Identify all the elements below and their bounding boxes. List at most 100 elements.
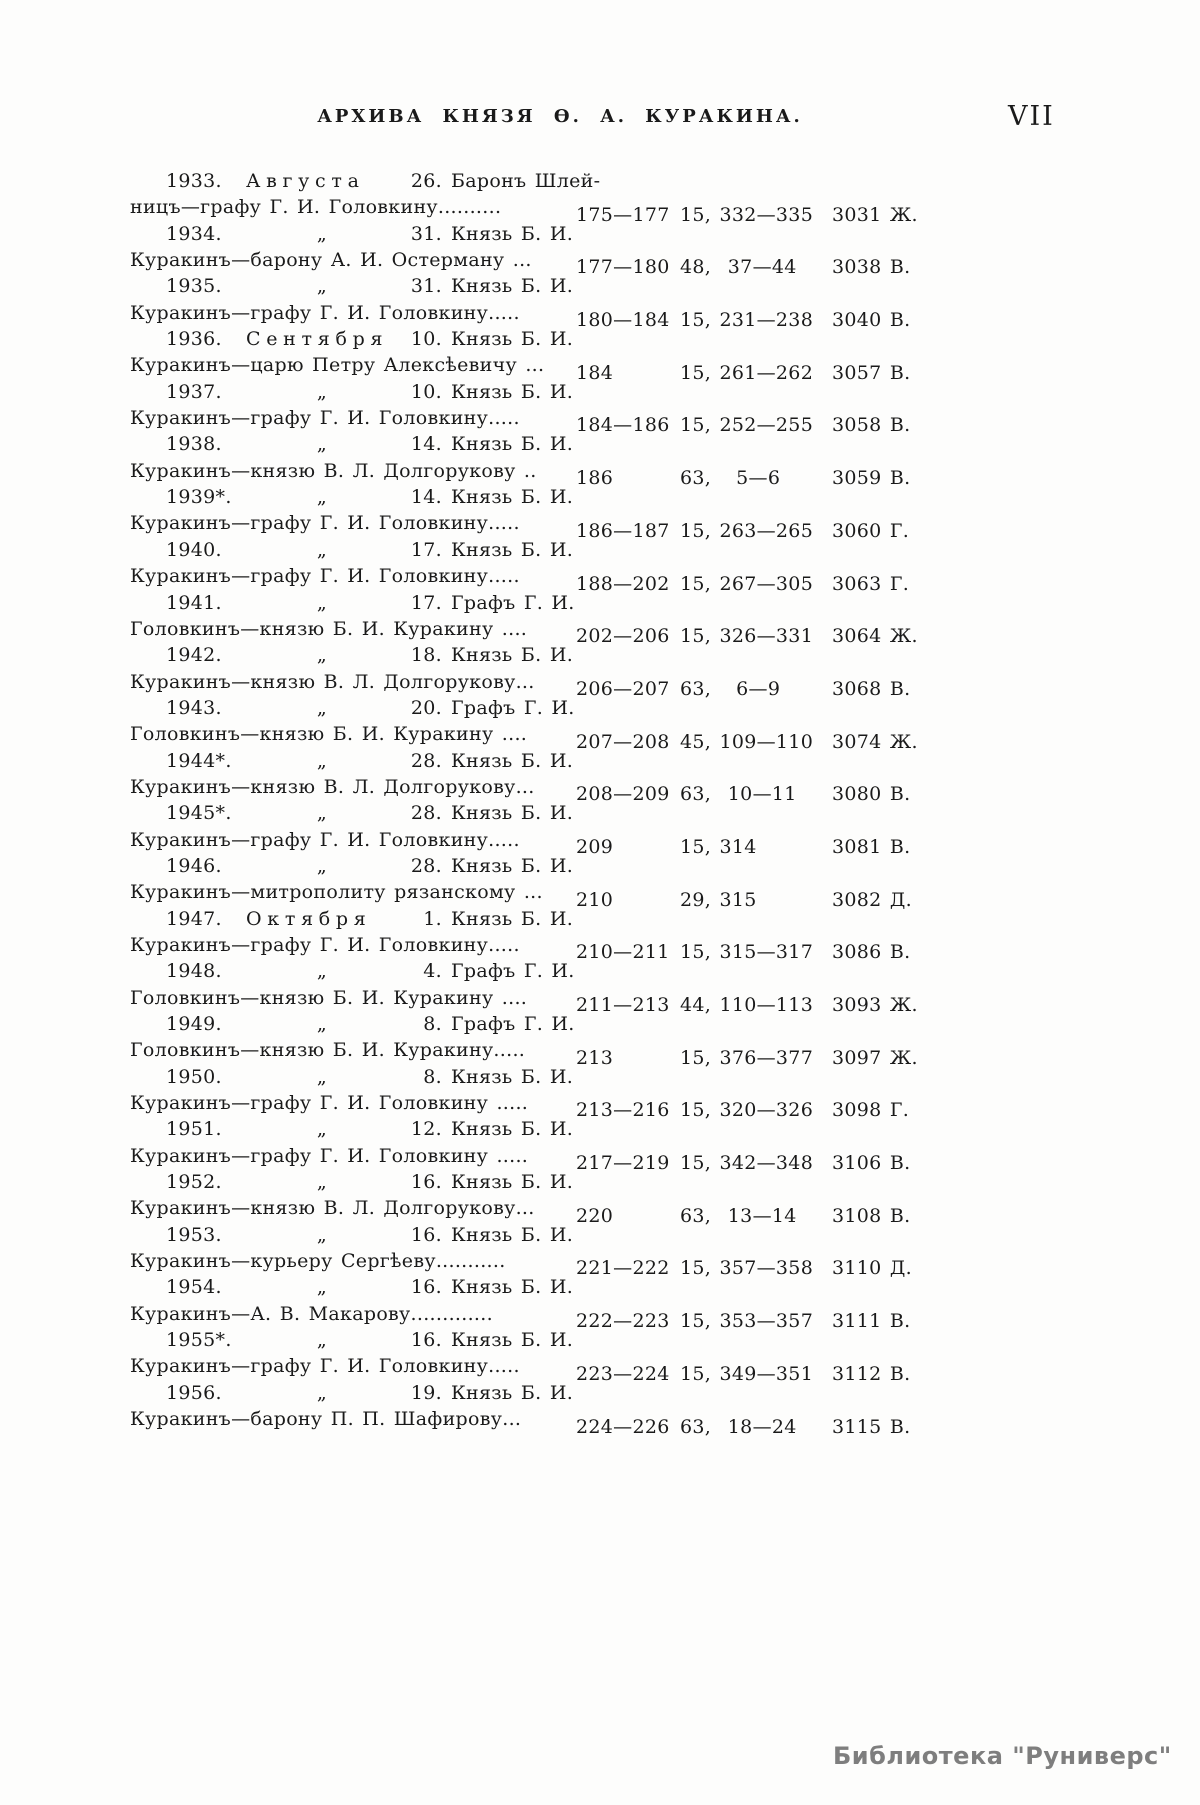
entry-month: „ bbox=[316, 380, 328, 403]
entry-references: 15, 315—317 bbox=[680, 941, 814, 964]
entry-day: 31. bbox=[410, 222, 442, 245]
index-entry: 1954. „ 16. Князь Б. И. Куракинъ—А. В. Мака… bbox=[130, 1274, 1080, 1332]
entry-pages: 211—213 bbox=[576, 994, 670, 1016]
entry-body-line: Куракинъ—графу Г. И. Головкину..... 184—1… bbox=[130, 405, 1080, 436]
entry-month: „ bbox=[316, 486, 328, 509]
entry-date-line: 1943. „ 20. Графъ Г. И. bbox=[130, 695, 1080, 721]
entry-month: Октября bbox=[246, 907, 372, 930]
entry-day: 10. bbox=[410, 380, 442, 403]
entry-day: 31. bbox=[410, 275, 442, 298]
entry-references: 15, 320—326 bbox=[680, 1099, 814, 1122]
entry-recipient-leader: Куракинъ—графу Г. И. Головкину ..... bbox=[130, 1144, 529, 1167]
entry-year: 1934. bbox=[166, 222, 222, 245]
index-entry: 1946. „ 28. Князь Б. И. Куракинъ—митрополит… bbox=[130, 853, 1080, 911]
entry-recipient-leader: Куракинъ—барону А. И. Остерману ... bbox=[130, 249, 532, 272]
entry-sender: Князь Б. И. bbox=[451, 1171, 574, 1194]
entry-references: 15, 349—351 bbox=[680, 1362, 814, 1385]
entry-day: 28. bbox=[410, 854, 442, 877]
entry-day: 20. bbox=[410, 696, 442, 719]
entry-year: 1947. bbox=[166, 907, 222, 930]
entry-date-line: 1948. „ 4. Графъ Г. И. bbox=[130, 958, 1080, 984]
entry-references: 63, 13—14 bbox=[680, 1204, 797, 1227]
index-entry: 1956. „ 19. Князь Б. И. Куракинъ—барону П. … bbox=[130, 1380, 1080, 1438]
entry-body-line: Куракинъ—графу Г. И. Головкину..... 188—2… bbox=[130, 563, 1080, 594]
entry-catalog-code: 3080 В. bbox=[832, 783, 911, 806]
entry-recipient-leader: Куракинъ—графу Г. И. Головкину..... bbox=[130, 933, 520, 956]
entry-day: 16. bbox=[410, 1276, 442, 1299]
entry-date-line: 1942. „ 18. Князь Б. И. bbox=[130, 642, 1080, 668]
entry-recipient-leader: Куракинъ—графу Г. И. Головкину..... bbox=[130, 1355, 520, 1378]
entry-day: 16. bbox=[410, 1329, 442, 1352]
entry-year: 1944*. bbox=[166, 749, 232, 772]
entry-pages: 184—186 bbox=[576, 414, 670, 437]
entry-month: Сентября bbox=[246, 328, 389, 351]
index-entry: 1953. „ 16. Князь Б. И. Куракинъ—курьеру Се… bbox=[130, 1222, 1080, 1280]
entry-month: „ bbox=[316, 1276, 328, 1299]
entry-day: 17. bbox=[410, 591, 442, 614]
entry-day: 4. bbox=[423, 960, 442, 983]
entry-date-line: 1950. „ 8. Князь Б. И. bbox=[130, 1064, 1080, 1090]
entry-recipient-leader: Куракинъ—графу Г. И. Головкину ..... bbox=[130, 1092, 529, 1115]
entry-month: „ bbox=[316, 222, 328, 245]
entry-recipient-leader: ницъ—графу Г. И. Головкину.......... bbox=[130, 196, 502, 219]
entry-catalog-code: 3031 Ж. bbox=[832, 203, 918, 226]
entry-sender: Князь Б. И. bbox=[451, 328, 574, 351]
entry-year: 1943. bbox=[166, 696, 222, 719]
index-entry: 1949. „ 8. Графъ Г. И. Головкинъ—князю Б. И… bbox=[130, 1011, 1080, 1069]
entry-date-line: 1941. „ 17. Графъ Г. И. bbox=[130, 590, 1080, 616]
entry-recipient-leader: Головкинъ—князю Б. И. Куракину .... bbox=[130, 986, 528, 1009]
entry-day: 14. bbox=[410, 486, 442, 509]
entry-date-line: 1940. „ 17. Князь Б. И. bbox=[130, 537, 1080, 563]
entry-sender: Князь Б. И. bbox=[451, 275, 574, 298]
entry-references: 48, 37—44 bbox=[680, 256, 797, 279]
entry-recipient-leader: Куракинъ—графу Г. И. Головкину..... bbox=[130, 407, 520, 430]
entry-date-line: 1938. „ 14. Князь Б. И. bbox=[130, 431, 1080, 457]
entry-day: 16. bbox=[410, 1223, 442, 1246]
entry-month: „ bbox=[316, 591, 328, 614]
entry-day: 14. bbox=[410, 433, 442, 456]
entry-body-line: Куракинъ—графу Г. И. Головкину..... 210—2… bbox=[130, 932, 1080, 963]
entry-catalog-code: 3115 В. bbox=[832, 1415, 911, 1438]
entry-sender: Князь Б. И. bbox=[451, 222, 574, 245]
entry-catalog-code: 3060 Г. bbox=[832, 519, 910, 542]
entry-references: 15, 231—238 bbox=[680, 309, 814, 332]
entry-day: 19. bbox=[410, 1381, 442, 1404]
entry-catalog-code: 3106 В. bbox=[832, 1152, 911, 1175]
entry-body-line: Куракинъ—графу Г. И. Головкину..... 209 15… bbox=[130, 827, 1080, 858]
entry-month: „ bbox=[316, 275, 328, 298]
entry-date-line: 1956. „ 19. Князь Б. И. bbox=[130, 1380, 1080, 1406]
entry-sender: Князь Б. И. bbox=[451, 1381, 574, 1404]
entry-date-line: 1955*. „ 16. Князь Б. И. bbox=[130, 1327, 1080, 1353]
entry-body-line: Куракинъ—барону А. И. Остерману ... 177—1… bbox=[130, 247, 1080, 278]
entry-year: 1940. bbox=[166, 538, 222, 561]
entry-recipient-leader: Куракинъ—князю В. Л. Долгорукову... bbox=[130, 775, 535, 798]
entry-year: 1949. bbox=[166, 1013, 222, 1035]
entry-sender: Князь Б. И. bbox=[451, 380, 574, 403]
entry-date-line: 1934. „ 31. Князь Б. И. bbox=[130, 221, 1080, 247]
entry-catalog-code: 3057 В. bbox=[832, 361, 911, 384]
entry-day: 28. bbox=[410, 749, 442, 772]
entry-year: 1936. bbox=[166, 328, 222, 351]
index-entry: 1933. Августа 26. Баронъ Шлей- ницъ—графу Г… bbox=[130, 168, 1080, 226]
entry-day: 17. bbox=[410, 538, 442, 561]
entry-references: 15, 376—377 bbox=[680, 1046, 814, 1069]
index-entry: 1937. „ 10. Князь Б. И. Куракинъ—графу Г. И… bbox=[130, 379, 1080, 437]
entry-date-line: 1933. Августа 26. Баронъ Шлей- bbox=[130, 168, 1080, 194]
entry-references: 15, 261—262 bbox=[680, 361, 814, 384]
entry-body-line: Куракинъ—графу Г. И. Головкину ..... 217—… bbox=[130, 1143, 1080, 1174]
index-entry: 1938. „ 14. Князь Б. И. Куракинъ—князю В. Л… bbox=[130, 431, 1080, 489]
entry-year: 1956. bbox=[166, 1381, 222, 1404]
entry-catalog-code: 3064 Ж. bbox=[832, 625, 918, 648]
entry-date-line: 1949. „ 8. Графъ Г. И. bbox=[130, 1011, 1080, 1037]
entry-catalog-code: 3111 В. bbox=[832, 1310, 911, 1333]
entry-sender: Князь Б. И. bbox=[451, 486, 574, 509]
index-entry: 1941. „ 17. Графъ Г. И. Головкинъ—князю Б. … bbox=[130, 590, 1080, 648]
entry-references: 15, 252—255 bbox=[680, 414, 814, 437]
entry-pages: 207—208 bbox=[576, 730, 670, 753]
entry-date-line: 1954. „ 16. Князь Б. И. bbox=[130, 1274, 1080, 1300]
entry-month: „ bbox=[316, 854, 328, 877]
index-entry: 1942. „ 18. Князь Б. И. Куракинъ—князю В. Л… bbox=[130, 642, 1080, 700]
entry-day: 8. bbox=[423, 1013, 442, 1035]
entry-date-line: 1939*. „ 14. Князь Б. И. bbox=[130, 484, 1080, 510]
